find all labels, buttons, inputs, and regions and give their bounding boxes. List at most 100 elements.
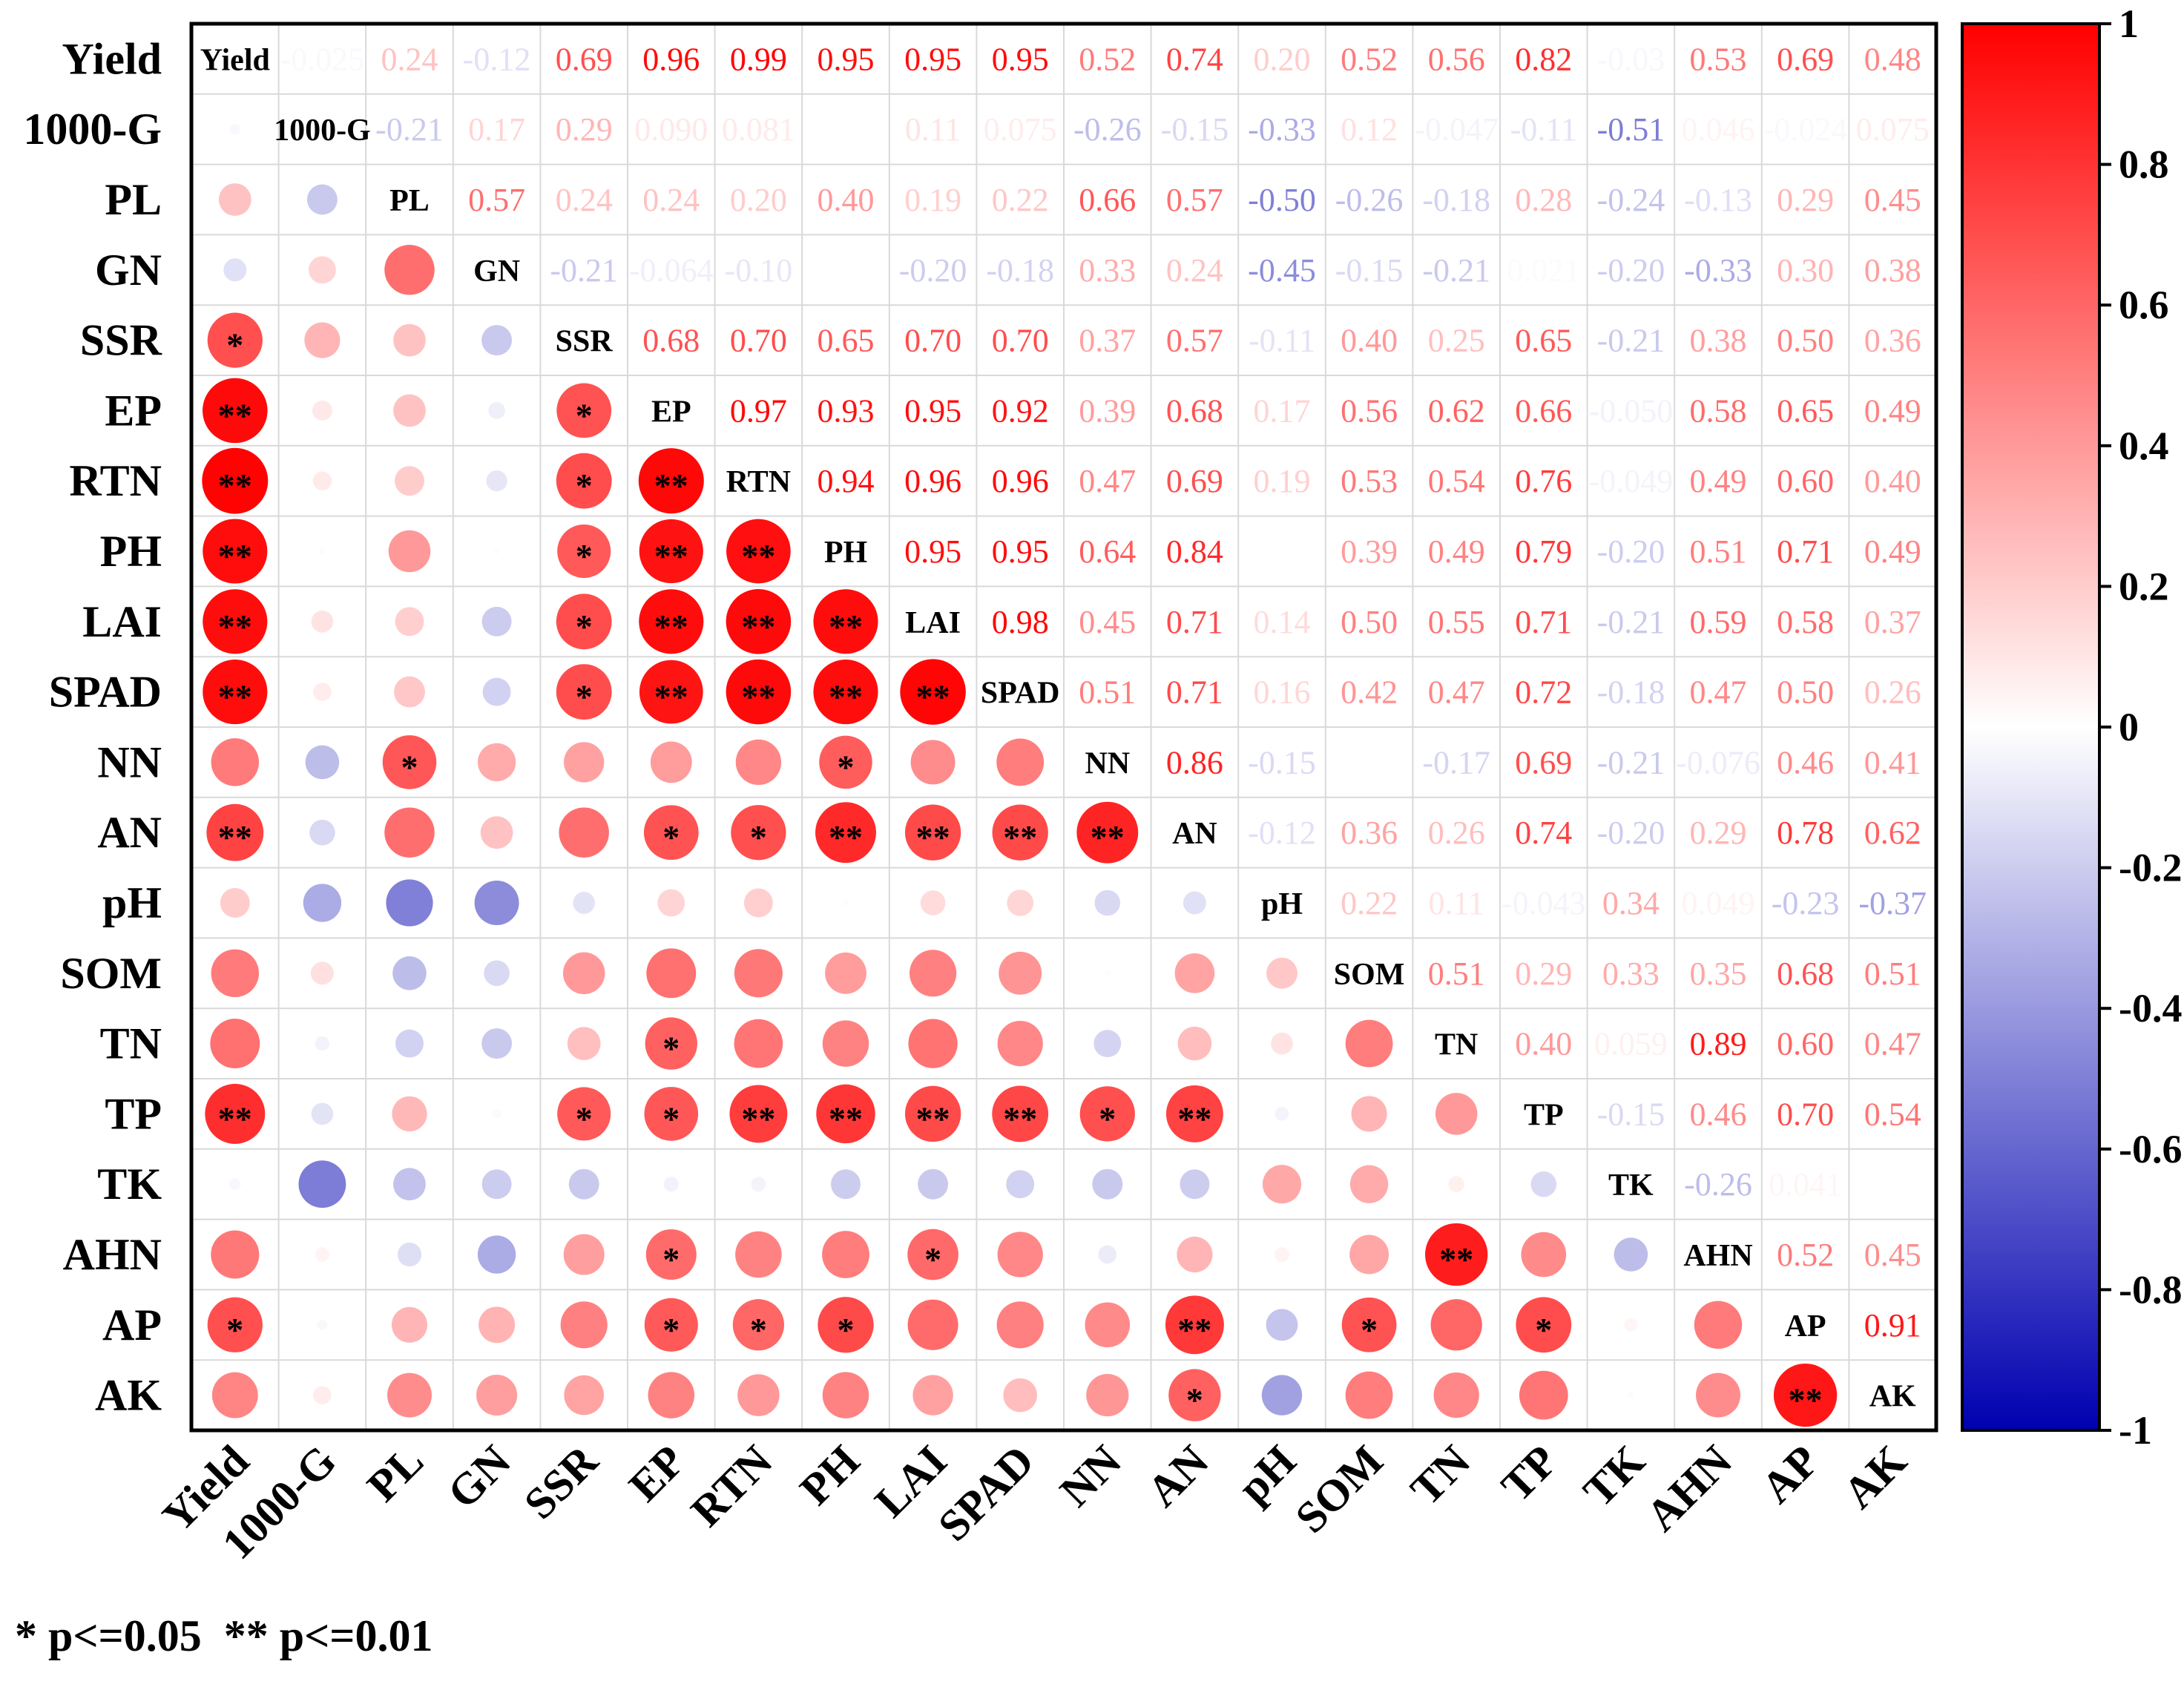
correlation-value: 0.52	[1079, 41, 1136, 77]
correlation-circle	[1773, 1363, 1838, 1427]
significance-marker: *	[226, 1311, 243, 1349]
correlation-value: -0.025	[280, 41, 365, 77]
correlation-circle	[1104, 970, 1111, 977]
correlation-value: 0.29	[1777, 182, 1834, 218]
correlation-circle	[907, 1299, 958, 1350]
correlation-circle	[317, 1319, 328, 1330]
correlation-circle	[818, 1297, 874, 1353]
correlation-circle	[393, 394, 426, 427]
correlation-circle	[562, 952, 605, 995]
row-label: TP	[105, 1089, 162, 1138]
correlation-value: 0.46	[1690, 1096, 1747, 1132]
significance-marker: **	[218, 467, 252, 504]
correlation-circle	[556, 383, 612, 438]
correlation-circle	[751, 1177, 766, 1192]
correlation-value: 0.37	[1864, 604, 1921, 640]
correlation-value: 0.71	[1166, 674, 1223, 711]
correlation-value: 0.059	[1594, 1026, 1668, 1062]
correlation-circle	[639, 589, 704, 654]
row-label: PL	[105, 175, 162, 224]
correlation-value: 0.56	[1341, 392, 1398, 429]
correlation-circle	[481, 1028, 513, 1059]
correlation-circle	[910, 950, 957, 997]
correlation-value: -0.18	[986, 252, 1054, 289]
diagonal-label: SOM	[1334, 958, 1405, 992]
correlation-value: 0.92	[992, 392, 1049, 429]
diagonal-label: NN	[1085, 746, 1130, 780]
correlation-circle	[1530, 1171, 1557, 1197]
correlation-circle	[1006, 1170, 1035, 1199]
correlation-value: 0.96	[642, 41, 700, 77]
correlation-circle	[1093, 1030, 1122, 1058]
significance-marker: **	[654, 537, 688, 575]
correlation-value: 0.69	[1166, 463, 1223, 499]
correlation-value: 0.51	[1428, 956, 1485, 992]
significance-marker: *	[1186, 1381, 1203, 1419]
correlation-circle	[223, 258, 247, 282]
correlation-circle	[205, 1083, 266, 1144]
correlation-value: 0.66	[1079, 182, 1136, 218]
correlation-value: 0.71	[1777, 533, 1834, 570]
significance-marker: *	[576, 537, 593, 575]
correlation-circle	[1092, 1168, 1123, 1200]
correlation-circle	[392, 956, 427, 990]
row-label: 1000-G	[23, 105, 162, 154]
correlation-value: 0.95	[904, 533, 961, 570]
correlation-value: 0.60	[1777, 1026, 1834, 1062]
correlation-circle	[663, 1177, 679, 1192]
correlation-value: 0.51	[1864, 956, 1921, 992]
correlation-circle	[229, 1178, 241, 1190]
correlation-value: 0.95	[992, 533, 1049, 570]
correlation-value: 0.33	[1079, 252, 1136, 289]
correlation-circle	[822, 1372, 869, 1418]
correlation-circle	[311, 1102, 334, 1125]
significance-marker: **	[829, 678, 863, 716]
correlation-circle	[825, 952, 866, 994]
correlation-value: -0.45	[1248, 252, 1316, 289]
correlation-value: 0.51	[1690, 533, 1747, 570]
correlation-value: -0.21	[1597, 744, 1665, 780]
correlation-circle	[391, 1306, 428, 1343]
correlation-circle	[481, 325, 513, 356]
row-label: SPAD	[49, 668, 162, 717]
correlation-circle	[395, 466, 424, 496]
correlation-circle	[731, 805, 786, 861]
correlation-circle	[306, 184, 338, 215]
correlation-circle	[920, 890, 946, 915]
significance-marker: **	[916, 1099, 950, 1137]
correlation-circle	[304, 322, 341, 358]
correlation-value: -0.10	[725, 252, 793, 289]
correlation-value: 0.45	[1079, 604, 1136, 640]
colorbar: 1 0.8 0.6 0.4 0.2 0 -0.2 -0.4 -0.6 -0.8 -1	[1961, 1, 2182, 1453]
correlation-value: 0.17	[1254, 392, 1311, 429]
correlation-value: 0.96	[992, 463, 1049, 499]
significance-marker: **	[741, 537, 775, 575]
correlation-circle	[387, 1372, 432, 1418]
correlation-value: 0.19	[904, 182, 961, 218]
correlation-circle	[564, 742, 605, 783]
correlation-value: -0.21	[1422, 252, 1490, 289]
correlation-value: 0.66	[1515, 392, 1572, 429]
correlation-circle	[393, 323, 426, 357]
correlation-value: -0.18	[1597, 674, 1665, 711]
correlation-value: 0.84	[1166, 533, 1223, 570]
correlation-circle	[1627, 1392, 1634, 1399]
correlation-circle	[310, 961, 334, 985]
significance-marker: *	[750, 818, 767, 856]
significance-marker: **	[654, 467, 688, 504]
correlation-value: -0.33	[1248, 111, 1316, 148]
correlation-circle	[813, 589, 878, 654]
correlation-circle	[1183, 891, 1206, 915]
significance-marker: **	[218, 1099, 252, 1137]
correlation-value: -0.064	[629, 252, 714, 289]
correlation-value: -0.049	[1589, 463, 1674, 499]
correlation-circle	[568, 1168, 599, 1200]
correlation-value: 0.046	[1682, 111, 1755, 148]
correlation-circle	[492, 1108, 502, 1119]
correlation-value: 0.22	[1341, 885, 1398, 921]
correlation-circle	[645, 1229, 697, 1280]
correlation-value: 0.049	[1682, 885, 1755, 921]
correlation-circle	[303, 884, 342, 922]
colorbar-tick-label: 0.6	[2119, 283, 2169, 327]
correlation-value: 0.69	[556, 41, 613, 77]
